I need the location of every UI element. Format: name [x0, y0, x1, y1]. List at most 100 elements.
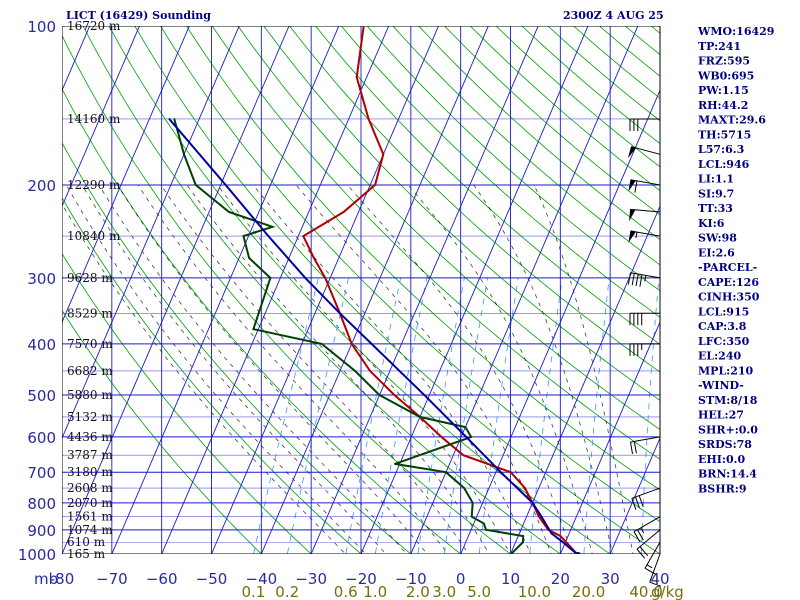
height-label: 4436 m — [67, 430, 113, 444]
mixing-ratio-line — [417, 277, 465, 554]
index-line: SI:9.7 — [698, 187, 734, 200]
height-label: 10840 m — [67, 229, 121, 243]
mixing-ratio-lines — [253, 277, 660, 554]
index-line: EI:2.6 — [698, 246, 735, 259]
height-label: 1561 m — [67, 510, 113, 524]
temperature-point — [313, 257, 315, 259]
temperature-tick-label: 40 — [650, 570, 669, 588]
wind-barb-flag — [639, 274, 643, 287]
index-line: WMO:16429 — [697, 25, 774, 38]
station-title: LICT (16429) Sounding — [66, 9, 211, 22]
height-label: 9628 m — [67, 271, 113, 285]
dry-adiabat — [82, 26, 561, 554]
moist-adiabat — [160, 184, 469, 554]
dewpoint-point — [271, 225, 274, 228]
wind-barb-flag — [649, 581, 662, 587]
dewpoint-point — [445, 471, 447, 474]
wind-barb-flag — [631, 273, 635, 286]
wind-barb — [628, 230, 661, 243]
isotherm — [410, 26, 639, 554]
wind-barb-shaft — [631, 487, 661, 499]
wind-barb-shaft — [649, 553, 661, 583]
wind-barb-shaft — [630, 436, 661, 443]
wind-barb — [628, 179, 661, 193]
index-line: MPL:210 — [698, 364, 754, 377]
index-line: BSHR:9 — [698, 482, 747, 495]
axis-labels: 0.1 0.2 0.6 1.0 2.0 3.0 5.0 10.0 20.0 40.0g/kg100… — [18, 18, 684, 600]
height-label: 12290 m — [67, 178, 121, 192]
pressure-unit-label: mb — [34, 570, 58, 588]
parcel-point — [423, 394, 426, 396]
moist-adiabat — [295, 184, 552, 554]
dry-adiabat — [108, 26, 611, 554]
wind-barb-pennant — [628, 179, 636, 192]
temperature-tick-label: −60 — [146, 570, 178, 588]
index-line: BRN:14.4 — [698, 468, 757, 481]
index-line: -PARCEL- — [698, 261, 757, 274]
wind-barb — [631, 487, 661, 510]
moist-adiabat — [347, 184, 573, 554]
index-line: SRDS:78 — [698, 438, 752, 451]
wind-barb — [627, 272, 661, 287]
wind-barb-shaft — [636, 529, 661, 550]
dry-adiabat — [62, 34, 512, 554]
moist-adiabats — [62, 184, 634, 554]
temperature-point — [509, 471, 512, 474]
dewpoint-point — [471, 501, 474, 504]
height-label: 610 m — [67, 535, 106, 549]
temperature-point — [362, 26, 365, 27]
mixing-ratio-label: 10.0 — [518, 583, 551, 600]
wind-barbs — [627, 26, 662, 587]
isotherm — [62, 26, 190, 324]
isotherm — [62, 26, 290, 554]
wind-barb-shaft — [630, 272, 661, 279]
moist-adiabat — [117, 184, 428, 554]
dewpoint-point — [522, 535, 525, 537]
dry-adiabat — [62, 309, 262, 554]
wind-barb-flag — [638, 495, 644, 508]
height-label: 3180 m — [67, 465, 113, 479]
temperature-tick-label: 0 — [456, 570, 466, 588]
moist-adiabat — [252, 184, 532, 554]
dry-adiabat — [315, 26, 660, 345]
wind-barb-flag — [635, 496, 641, 509]
index-line: RH:44.2 — [698, 99, 748, 112]
dewpoint-point — [248, 257, 251, 259]
wind-barb — [629, 312, 660, 326]
pressure-tick-label: 300 — [27, 270, 56, 288]
index-line: STM:8/18 — [698, 394, 758, 407]
dry-adiabat — [160, 26, 660, 523]
dry-adiabats — [62, 26, 660, 554]
moist-adiabat — [407, 184, 593, 554]
height-label: 5132 m — [67, 410, 113, 424]
mixing-ratio-line — [345, 277, 402, 554]
index-line: TH:5715 — [698, 128, 751, 141]
wind-barb-shaft — [644, 541, 661, 569]
valid-time: 2300Z 4 AUG 25 — [563, 9, 664, 22]
temperature-point — [577, 554, 579, 556]
index-line: LFC:350 — [698, 335, 750, 348]
dewpoint-point — [378, 394, 381, 396]
dewpoint-point — [464, 426, 467, 428]
height-label: 3787 m — [67, 448, 113, 462]
dewpoint-point — [463, 487, 465, 489]
wind-barb — [633, 516, 661, 543]
index-line: KI:6 — [698, 217, 725, 230]
dewpoint-point — [183, 153, 185, 156]
mixing-ratio-label: 20.0 — [572, 583, 605, 600]
parcel-point — [304, 277, 307, 279]
mixing-ratio-line — [478, 277, 519, 554]
wind-barb — [636, 529, 661, 559]
moist-adiabat — [137, 184, 449, 554]
temperature-point — [342, 211, 345, 213]
parcel-point — [168, 118, 171, 120]
dewpoint-point — [482, 522, 485, 525]
index-line: TP:241 — [698, 40, 741, 53]
height-label: 5880 m — [67, 388, 113, 402]
isotherm — [510, 205, 660, 554]
dry-adiabat — [573, 26, 660, 99]
parcel-point — [550, 532, 553, 535]
wind-barb-pennant — [628, 230, 636, 243]
dewpoint-point — [320, 343, 323, 345]
